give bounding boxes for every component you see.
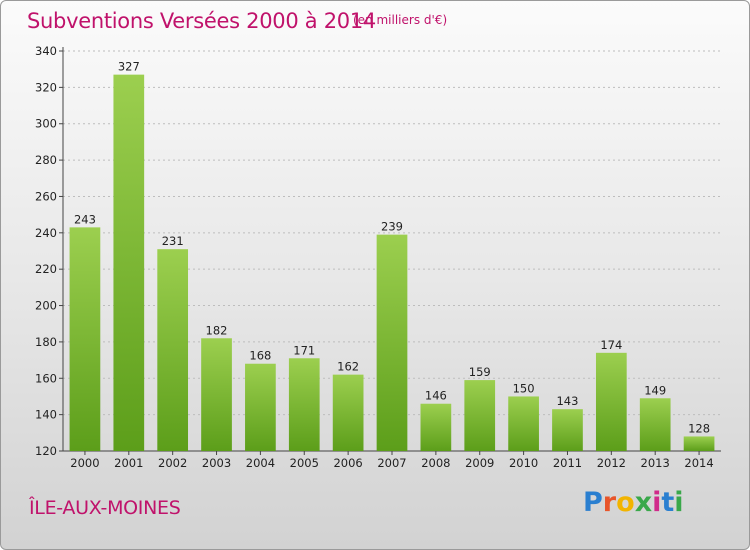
bar bbox=[639, 398, 671, 451]
chart-title: Subventions Versées 2000 à 2014 bbox=[27, 9, 376, 33]
data-label: 243 bbox=[74, 212, 96, 226]
y-tick-label: 120 bbox=[35, 444, 57, 458]
y-tick-label: 240 bbox=[35, 226, 57, 240]
y-tick-label: 180 bbox=[35, 335, 57, 349]
x-tick-label: 2010 bbox=[509, 456, 538, 470]
data-label: 150 bbox=[513, 381, 535, 395]
y-tick-label: 280 bbox=[35, 153, 57, 167]
data-label: 146 bbox=[425, 389, 447, 403]
bar bbox=[376, 234, 408, 451]
bar bbox=[113, 74, 145, 452]
bar bbox=[245, 363, 276, 451]
bar bbox=[595, 352, 627, 451]
data-label: 168 bbox=[249, 349, 271, 363]
y-tick-label: 300 bbox=[35, 117, 57, 131]
bar bbox=[332, 374, 364, 451]
x-tick-label: 2009 bbox=[465, 456, 494, 470]
x-tick-label: 2003 bbox=[202, 456, 231, 470]
unit-label: (en milliers d'€) bbox=[353, 13, 448, 27]
x-tick-label: 2011 bbox=[553, 456, 582, 470]
bar bbox=[683, 436, 715, 451]
bar bbox=[201, 338, 232, 451]
x-tick-label: 2002 bbox=[158, 456, 187, 470]
data-label: 231 bbox=[162, 234, 184, 248]
bar bbox=[420, 403, 452, 451]
bar bbox=[464, 380, 496, 451]
x-tick-label: 2005 bbox=[290, 456, 319, 470]
proxiti-logo: Proxiti bbox=[583, 487, 684, 518]
y-tick-label: 340 bbox=[35, 44, 57, 58]
x-tick-label: 2006 bbox=[333, 456, 362, 470]
y-tick-label: 200 bbox=[35, 299, 57, 313]
data-label: 143 bbox=[556, 394, 578, 408]
y-tick-label: 260 bbox=[35, 189, 57, 203]
y-tick-label: 160 bbox=[35, 371, 57, 385]
logo-letter: x bbox=[634, 487, 653, 518]
data-label: 159 bbox=[469, 365, 491, 379]
x-tick-label: 2012 bbox=[597, 456, 626, 470]
logo-letter: t bbox=[661, 487, 675, 518]
x-tick-label: 2007 bbox=[377, 456, 406, 470]
data-label: 182 bbox=[206, 323, 228, 337]
data-label: 327 bbox=[118, 60, 140, 74]
x-tick-label: 2000 bbox=[70, 456, 99, 470]
bar bbox=[69, 227, 101, 451]
x-tick-label: 2001 bbox=[114, 456, 143, 470]
logo-letter: P bbox=[583, 487, 603, 518]
bar bbox=[552, 409, 583, 451]
logo-letter: o bbox=[616, 487, 635, 518]
logo-letter: i bbox=[674, 487, 684, 518]
data-label: 174 bbox=[600, 338, 622, 352]
data-label: 149 bbox=[644, 383, 666, 397]
place-name: ÎLE-AUX-MOINES bbox=[29, 497, 181, 519]
data-label: 162 bbox=[337, 360, 359, 374]
y-tick-label: 140 bbox=[35, 408, 57, 422]
x-tick-label: 2008 bbox=[421, 456, 450, 470]
logo-letter: i bbox=[652, 487, 662, 518]
y-tick-label: 220 bbox=[35, 262, 57, 276]
x-tick-label: 2013 bbox=[641, 456, 670, 470]
data-label: 128 bbox=[688, 421, 710, 435]
data-label: 171 bbox=[293, 343, 315, 357]
bar bbox=[157, 249, 189, 451]
y-tick-label: 320 bbox=[35, 80, 57, 94]
bar bbox=[508, 396, 539, 451]
x-tick-label: 2004 bbox=[246, 456, 275, 470]
bar bbox=[288, 358, 320, 451]
data-label: 239 bbox=[381, 220, 403, 234]
x-tick-label: 2014 bbox=[684, 456, 713, 470]
logo-letter: r bbox=[602, 487, 617, 518]
